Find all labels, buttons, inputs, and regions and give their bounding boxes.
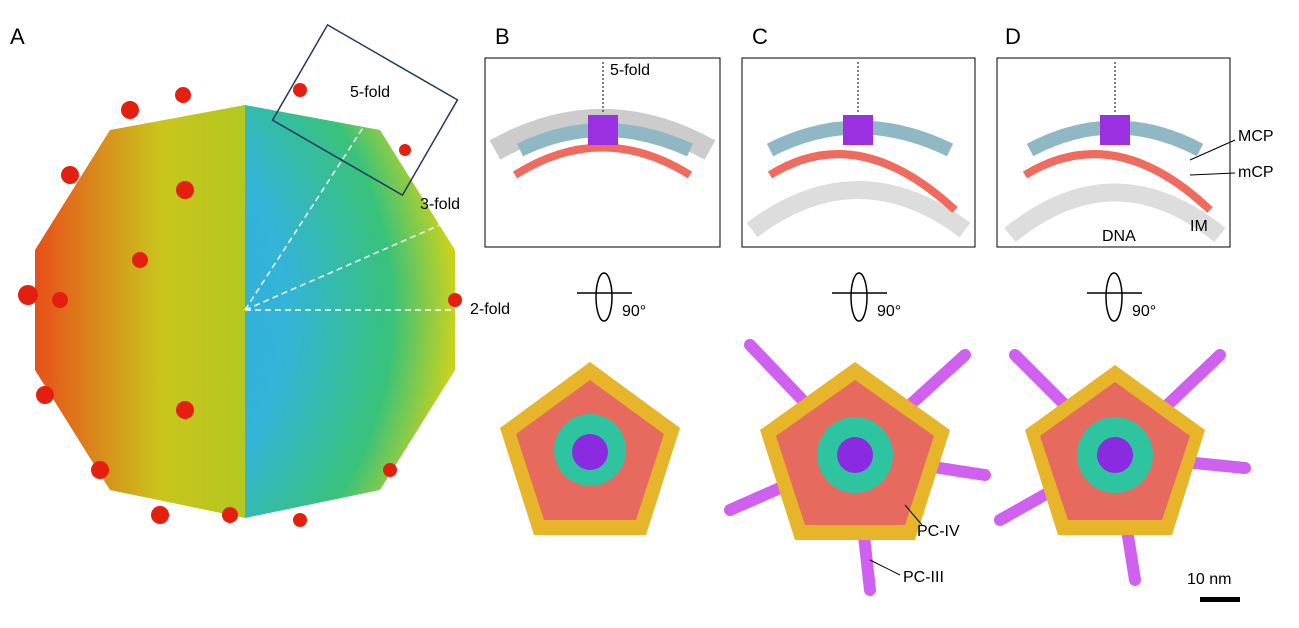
rotation-label: 90° (622, 303, 646, 320)
annotation: PC-IV (917, 523, 960, 540)
symmetry-axes (244, 119, 460, 311)
rotation-label: 90° (1132, 303, 1156, 320)
subunit (767, 150, 958, 213)
panel-c: C (741, 24, 976, 248)
panel-b: B 5-fold (484, 24, 721, 248)
annotation: PC-III (903, 569, 944, 586)
panel-label: C (752, 24, 768, 49)
density (746, 181, 971, 238)
scale-bar (1200, 597, 1240, 602)
rotation-label: 90° (877, 303, 901, 320)
panel-label: D (1005, 24, 1021, 49)
leader (1189, 172, 1236, 176)
penton (588, 115, 618, 145)
leader (869, 559, 901, 576)
spikes (18, 83, 462, 527)
panel-d: D MCP mCP DNA IM (996, 24, 1274, 248)
rotation-icons (577, 272, 1142, 322)
penton (1100, 115, 1130, 145)
annotation: 2-fold (470, 301, 510, 318)
capsid-inner (245, 105, 455, 518)
pentamer-d (994, 349, 1251, 586)
annotation: 5-fold (350, 84, 390, 101)
pentamer-b (500, 362, 680, 535)
leader (904, 504, 923, 526)
scale-bar-label: 10 nm (1187, 571, 1231, 588)
annotation: 3-fold (420, 196, 460, 213)
annotation: IM (1190, 218, 1208, 235)
penton (843, 115, 873, 145)
panel-label: B (495, 24, 510, 49)
leader (1189, 139, 1236, 161)
annotation: DNA (1102, 228, 1136, 245)
annotation: MCP (1238, 128, 1274, 145)
annotation: 5-fold (610, 62, 650, 79)
zoom-box (271, 23, 459, 197)
panel-label: A (10, 24, 25, 49)
subunit (512, 143, 693, 179)
subunit (1022, 150, 1213, 213)
density (1004, 183, 1226, 243)
pentamer-c (724, 339, 991, 596)
capsid (18, 83, 462, 527)
annotation: mCP (1238, 164, 1274, 181)
